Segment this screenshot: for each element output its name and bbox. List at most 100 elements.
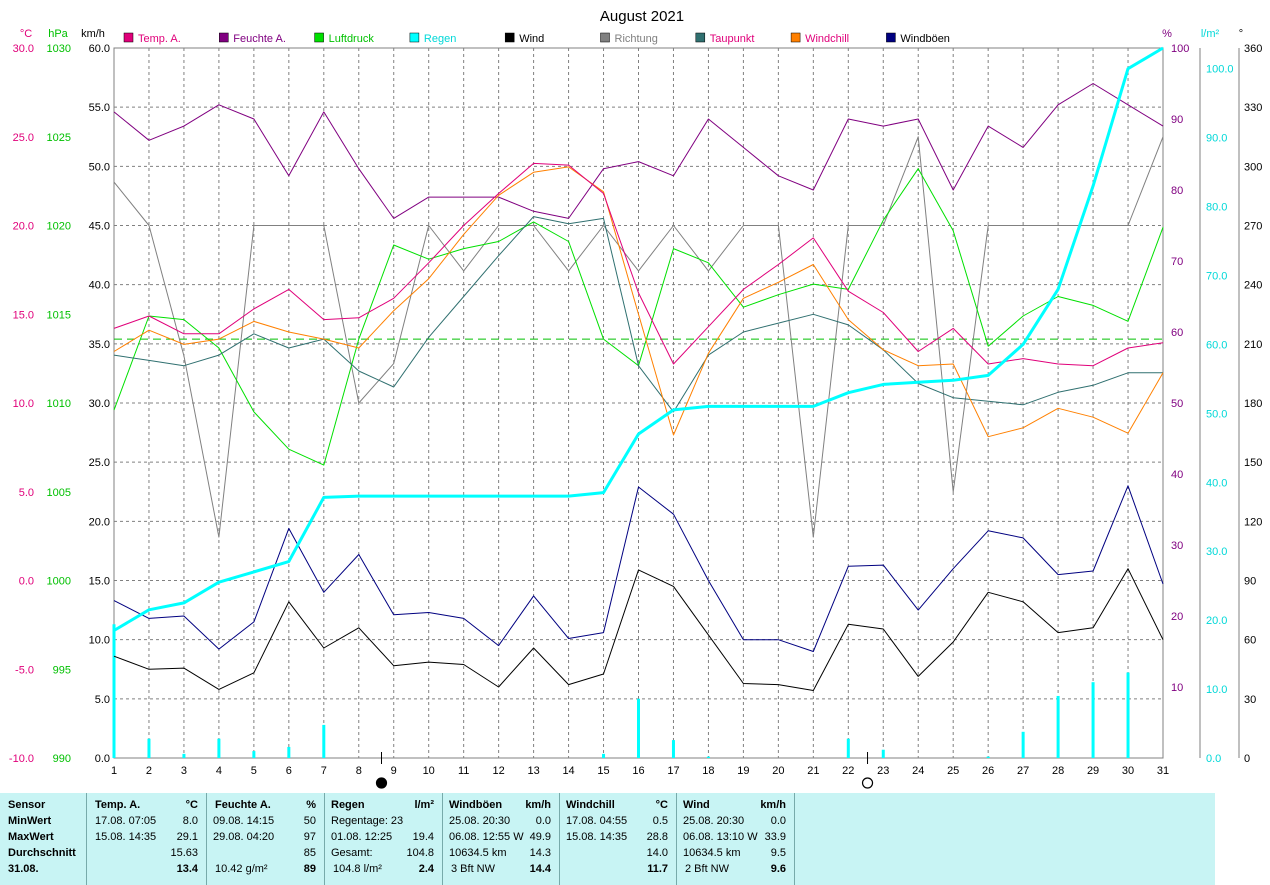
speed_kmh-tick-label: 60.0 (89, 43, 110, 55)
rain-bar (986, 756, 990, 758)
stats-rain-header: Regen (331, 799, 365, 811)
speed_kmh-tick-label: 15.0 (89, 576, 110, 588)
legend-swatch (123, 32, 134, 43)
rain-tick-label: 90.0 (1206, 133, 1227, 145)
x-tick-label: 25 (947, 765, 959, 777)
stats-rain-total-value: 104.8 (406, 847, 434, 859)
x-tick-label: 30 (1122, 765, 1134, 777)
stats-gusts-distance: 10634.5 km (449, 847, 507, 859)
x-tick-label: 27 (1017, 765, 1029, 777)
stats-temp-min-time: 17.08. 07:05 (95, 815, 157, 827)
rain-bar (252, 751, 256, 758)
direction-tick-label: 60 (1244, 635, 1256, 647)
rain-bar (322, 724, 326, 758)
x-tick-label: 11 (458, 765, 469, 777)
stats-windchill-max-time: 15.08. 14:35 (566, 831, 628, 843)
stats-col-temp: Temp. A. °C 17.08. 07:05 8.0 15.08. 14:3… (87, 793, 207, 885)
speed_kmh-tick-label: 25.0 (89, 457, 110, 469)
stats-wind-bft: 2 Bft NW (685, 863, 730, 875)
legend-label: Luftdruck (329, 33, 375, 45)
chart-title: August 2021 (600, 8, 684, 25)
humidity-tick-label: 10 (1171, 682, 1183, 694)
stats-windchill-avg-value: 14.0 (646, 847, 668, 859)
series-line-windb-en (113, 485, 1164, 652)
stats-rain-max-time: 01.08. 12:25 (331, 831, 393, 843)
direction-tick-label: 180 (1244, 398, 1262, 410)
x-tick-label: 1 (111, 765, 117, 777)
full-moon-icon (861, 777, 874, 789)
rain-bar (1056, 695, 1060, 758)
stats-humidity-today-value: 89 (303, 863, 316, 875)
stats-temp-header: Temp. A. (95, 799, 141, 811)
legend-label: Feuchte A. (233, 33, 286, 45)
x-tick-label: 3 (181, 765, 187, 777)
stats-row-min: MinWert (8, 815, 52, 827)
x-tick-label: 7 (321, 765, 327, 777)
series-line-wind (113, 568, 1164, 691)
legend-swatch (790, 32, 801, 43)
stats-temp-min-value: 8.0 (182, 815, 198, 827)
direction-tick-label: 300 (1244, 161, 1262, 173)
pressure_hpa-tick-label: 1000 (47, 576, 71, 588)
speed_kmh-tick-label: 5.0 (95, 694, 110, 706)
direction-unit-label: ° (1239, 28, 1243, 40)
legend-swatch (219, 32, 229, 43)
legend-label: Temp. A. (138, 33, 181, 45)
direction-tick-label: 90 (1244, 576, 1256, 588)
stats-humidity-max-value: 97 (303, 831, 316, 843)
rain-bar (846, 738, 850, 758)
direction-tick-label: 330 (1244, 102, 1262, 114)
rain-tick-label: 30.0 (1206, 546, 1227, 558)
temp_c-tick-label: -10.0 (9, 753, 34, 765)
stats-temp-max-time: 15.08. 14:35 (95, 831, 157, 843)
x-tick-label: 12 (493, 765, 505, 777)
stats-windchill-unit: °C (655, 799, 668, 811)
legend-swatch (886, 32, 896, 43)
pressure_hpa-tick-label: 1005 (47, 487, 71, 499)
rain-tick-label: 40.0 (1206, 477, 1227, 489)
stats-wind-unit: km/h (760, 799, 786, 811)
stats-wind-max-value: 33.9 (764, 831, 786, 843)
direction-tick-label: 30 (1244, 694, 1256, 706)
temp_c-tick-label: 30.0 (13, 43, 34, 55)
rain-bar (287, 746, 291, 758)
speed_kmh-tick-label: 55.0 (89, 102, 110, 114)
x-tick-label: 9 (391, 765, 397, 777)
humidity-unit-label: % (1162, 28, 1172, 40)
temp_c-tick-label: 5.0 (19, 487, 34, 499)
x-tick-label: 20 (772, 765, 784, 777)
rain-bar (671, 740, 675, 758)
stats-wind-min-time: 25.08. 20:30 (683, 815, 745, 827)
rain-bar (147, 738, 151, 758)
rain-tick-label: 20.0 (1206, 615, 1227, 627)
x-tick-label: 28 (1052, 765, 1064, 777)
stats-row-today: 31.08. (8, 863, 39, 875)
stats-humidity-max-time: 29.08. 04:20 (213, 831, 275, 843)
stats-gusts-header: Windböen (449, 799, 503, 811)
pressure-unit-label: hPa (48, 28, 68, 40)
humidity-tick-label: 90 (1171, 114, 1183, 126)
stats-windchill-header: Windchill (566, 799, 615, 811)
x-tick-label: 23 (877, 765, 889, 777)
legend-swatch (409, 32, 420, 43)
pressure_hpa-tick-label: 1020 (47, 221, 71, 233)
x-tick-label: 17 (667, 765, 679, 777)
stats-temp-avg-value: 15.63 (170, 847, 198, 859)
legend-swatch (314, 32, 324, 43)
pressure_hpa-tick-label: 1010 (47, 398, 71, 410)
stats-windchill-max-value: 28.8 (646, 831, 668, 843)
temp_c-tick-label: 15.0 (13, 309, 34, 321)
legend-label: Wind (519, 33, 544, 45)
stats-humidity-abs: 10.42 g/m² (215, 863, 268, 875)
stats-col-wind: Wind km/h 25.08. 20:30 0.0 06.08. 13:10 … (677, 793, 795, 885)
series-line-windchill (113, 166, 1164, 438)
stats-gusts-max-value: 49.9 (529, 831, 551, 843)
stats-gusts-min-time: 25.08. 20:30 (449, 815, 511, 827)
stats-col-gusts: Windböen km/h 25.08. 20:30 0.0 06.08. 12… (443, 793, 560, 885)
x-tick-label: 18 (702, 765, 714, 777)
x-tick-label: 15 (597, 765, 609, 777)
stats-gusts-min-value: 0.0 (535, 815, 551, 827)
stats-col-humidity: Feuchte A. % 09.08. 14:15 50 29.08. 04:2… (207, 793, 325, 885)
temp_c-tick-label: -5.0 (15, 664, 34, 676)
rain-tick-label: 80.0 (1206, 202, 1227, 214)
